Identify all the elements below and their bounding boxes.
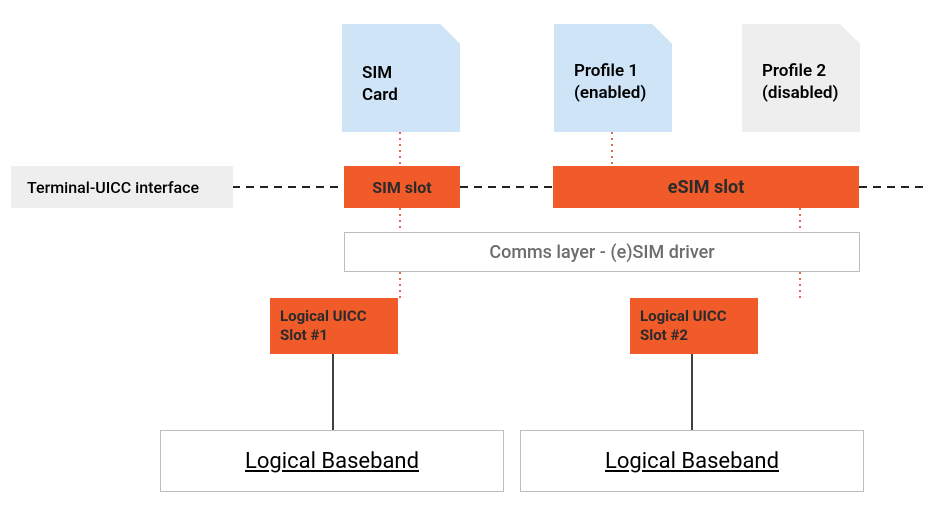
folder-sim-card-label: SIM Card xyxy=(362,62,398,106)
logical-uicc-slot-2-label: Logical UICC Slot #2 xyxy=(640,307,727,345)
folder-sim-card: SIM Card xyxy=(342,24,460,132)
terminal-uicc-interface-box: Terminal-UICC interface xyxy=(11,166,233,208)
sim-slot-label: SIM slot xyxy=(372,178,431,197)
logical-baseband-1-box: Logical Baseband xyxy=(160,430,504,492)
comms-layer-box: Comms layer - (e)SIM driver xyxy=(344,232,860,272)
logical-uicc-slot-1-label: Logical UICC Slot #1 xyxy=(280,307,367,345)
sim-slot-box: SIM slot xyxy=(344,166,460,208)
folder-profile-1: Profile 1 (enabled) xyxy=(554,24,672,132)
folder-profile-2-label: Profile 2 (disabled) xyxy=(762,60,838,104)
logical-uicc-slot-1-box: Logical UICC Slot #1 xyxy=(270,298,398,354)
esim-slot-box: eSIM slot xyxy=(553,166,859,208)
logical-baseband-1-label: Logical Baseband xyxy=(245,449,419,474)
terminal-uicc-interface-label: Terminal-UICC interface xyxy=(27,178,199,197)
solid-connectors xyxy=(333,354,692,430)
comms-layer-label: Comms layer - (e)SIM driver xyxy=(489,242,714,263)
red-dotted-connectors xyxy=(400,132,800,298)
esim-slot-label: eSIM slot xyxy=(668,177,745,198)
logical-baseband-2-box: Logical Baseband xyxy=(520,430,864,492)
folder-profile-1-label: Profile 1 (enabled) xyxy=(574,60,646,104)
logical-uicc-slot-2-box: Logical UICC Slot #2 xyxy=(630,298,758,354)
folder-profile-2: Profile 2 (disabled) xyxy=(742,24,860,132)
logical-baseband-2-label: Logical Baseband xyxy=(605,449,779,474)
